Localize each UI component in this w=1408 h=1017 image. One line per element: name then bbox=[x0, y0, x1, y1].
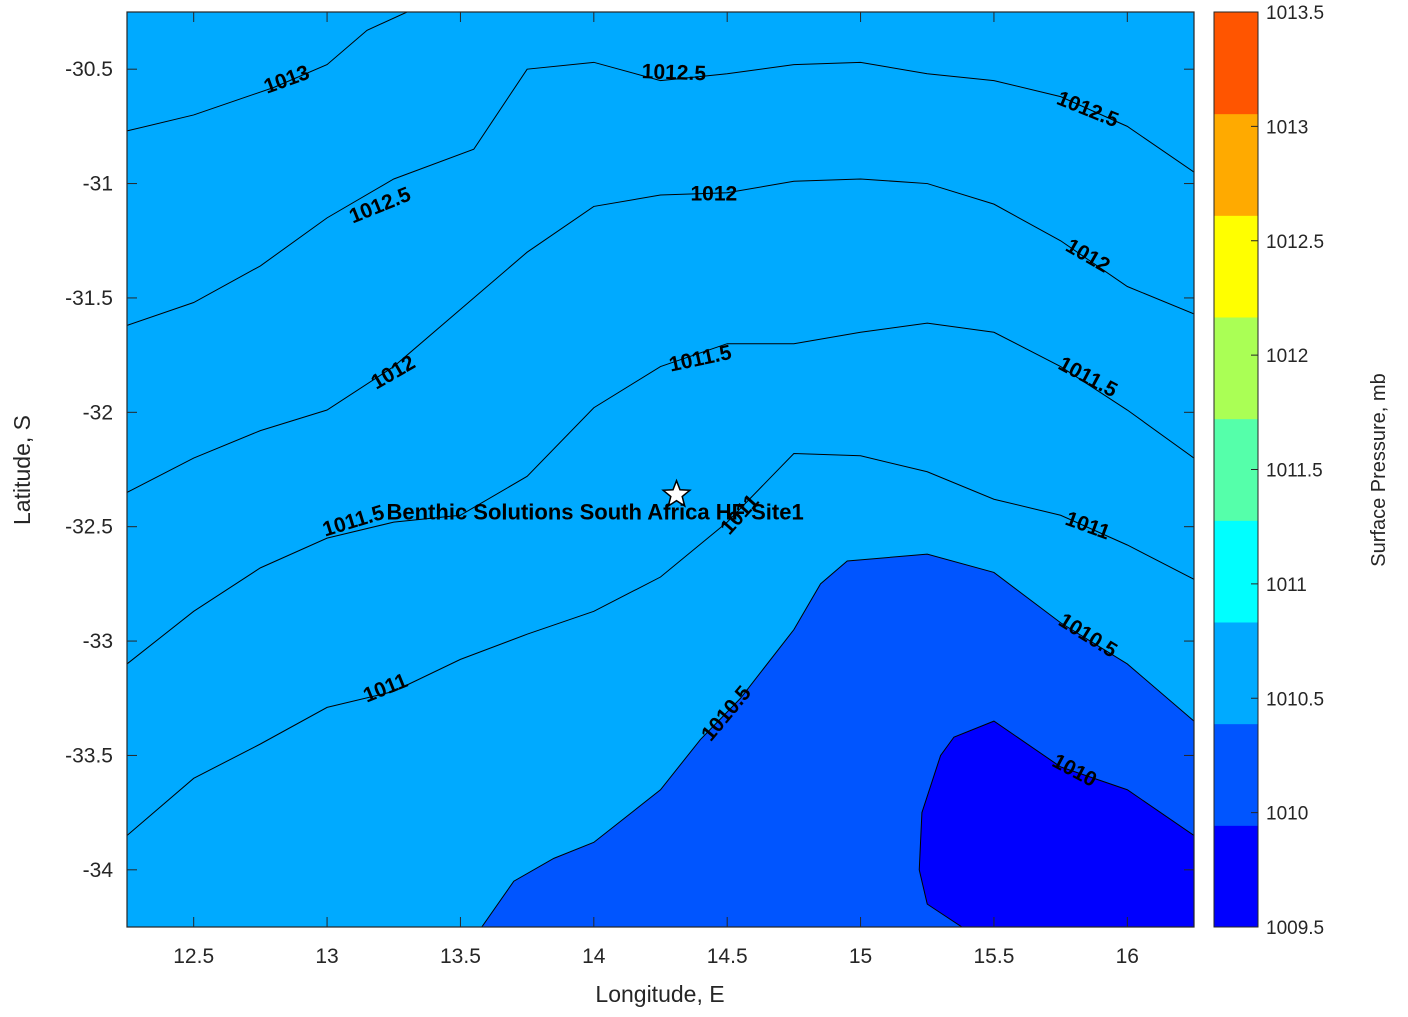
site-label: Benthic Solutions South Africa HF Site1 bbox=[387, 500, 804, 525]
colorbar-band bbox=[1214, 520, 1258, 623]
plot-frame bbox=[126, 11, 1195, 928]
colorbar-band bbox=[1214, 723, 1258, 826]
y-tick-label: -32 bbox=[83, 401, 113, 424]
y-tick-label: -30.5 bbox=[65, 58, 113, 81]
x-axis-label: Longitude, E bbox=[595, 981, 724, 1007]
colorbar-tick-label: 1010 bbox=[1266, 804, 1308, 825]
colorbar-band bbox=[1214, 825, 1258, 928]
y-axis-ticks: -30.5 -31 -31.5 -32 -32.5 -33 -33.5 -34 bbox=[65, 58, 1194, 882]
x-tick-label: 12.5 bbox=[173, 945, 214, 968]
contour-line-1013 bbox=[127, 12, 408, 132]
colorbar-label: Surface Pressure, mb bbox=[1368, 373, 1390, 566]
x-tick-label: 15 bbox=[849, 945, 872, 968]
y-tick-label: -32.5 bbox=[65, 516, 113, 539]
colorbar-tick-label: 1012 bbox=[1266, 346, 1308, 367]
y-tick-label: -33.5 bbox=[65, 744, 113, 767]
x-tick-label: 13 bbox=[315, 945, 338, 968]
colorbar-band bbox=[1214, 215, 1258, 318]
colorbar-tick-label: 1013.5 bbox=[1266, 3, 1324, 24]
colorbar-band bbox=[1214, 113, 1258, 216]
y-tick-label: -31 bbox=[83, 173, 113, 196]
colorbar-band bbox=[1214, 317, 1258, 420]
y-tick-label: -33 bbox=[83, 630, 113, 653]
contour-line-1012.5 bbox=[127, 61, 1194, 326]
contour-line-1011 bbox=[127, 452, 1194, 836]
contour-fills bbox=[127, 12, 1194, 927]
y-tick-label: -34 bbox=[83, 859, 114, 882]
colorbar-tick-label: 1011.5 bbox=[1266, 461, 1323, 482]
site-star-icon bbox=[661, 478, 692, 508]
x-tick-label: 15.5 bbox=[974, 945, 1015, 968]
contour-line-1010.5 bbox=[481, 553, 1194, 927]
colorbar-tick-label: 1009.5 bbox=[1266, 918, 1324, 939]
x-tick-label: 14.5 bbox=[707, 945, 748, 968]
x-tick-label: 13.5 bbox=[440, 945, 481, 968]
contour-line-1012 bbox=[127, 178, 1194, 493]
colorbar-tick-label: 1012.5 bbox=[1266, 232, 1324, 253]
colorbar-band bbox=[1214, 622, 1258, 725]
colorbar-tick-label: 1013 bbox=[1266, 117, 1308, 138]
contour-line-1010 bbox=[918, 720, 1194, 927]
colorbar-tick-label: 1010.5 bbox=[1266, 689, 1324, 710]
fill-band-above-1010.5 bbox=[127, 12, 1194, 927]
colorbar-tick-label: 1011 bbox=[1266, 575, 1307, 596]
contour-line-1011.5 bbox=[127, 322, 1194, 665]
contour-label: 1012.5 bbox=[641, 60, 706, 85]
x-tick-label: 14 bbox=[582, 945, 606, 968]
y-axis-label: Latitude, S bbox=[9, 415, 35, 525]
colorbar-band bbox=[1214, 12, 1258, 115]
x-tick-label: 16 bbox=[1116, 945, 1139, 968]
colorbar: 1009.5 1010 1010.5 1011 1011.5 1012 1012.5 1013… bbox=[1213, 3, 1324, 939]
contour-label: 1012 bbox=[690, 183, 737, 206]
colorbar-band bbox=[1214, 418, 1258, 521]
x-axis-ticks: 12.5 13 13.5 14 14.5 15 15.5 16 bbox=[173, 12, 1139, 968]
y-tick-label: -31.5 bbox=[65, 287, 113, 310]
site-marker-group: Benthic Solutions South Africa HF Site1 bbox=[387, 478, 804, 525]
contour-lines bbox=[127, 12, 1194, 927]
fill-band-below-1010 bbox=[919, 721, 1194, 927]
